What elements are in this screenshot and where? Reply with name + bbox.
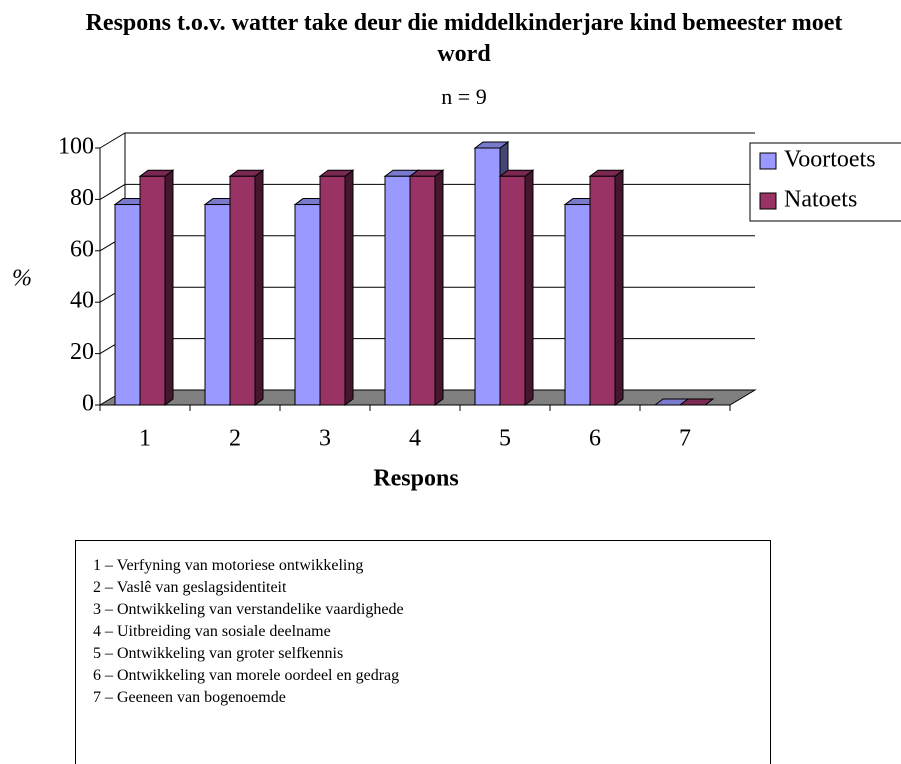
legend-label: Natoets [784, 187, 857, 213]
bar [229, 175, 256, 406]
x-tick-label: 3 [319, 426, 331, 452]
key-item: 6 – Ontwikkeling van morele oordeel en g… [93, 667, 400, 684]
bar [564, 204, 591, 406]
bar-side [164, 169, 174, 406]
y-tick-label: 0 [82, 391, 94, 417]
x-tick-label: 2 [229, 426, 241, 452]
y-tick-label: 20 [70, 339, 94, 365]
x-tick-label: 1 [139, 426, 151, 452]
bar [319, 175, 346, 406]
bar [499, 175, 526, 406]
subtitle: n = 9 [441, 84, 486, 109]
key-item: 2 – Vaslê van geslagsidentiteit [93, 579, 287, 596]
bar-side [434, 169, 444, 406]
bar [294, 204, 321, 406]
x-tick-label: 4 [409, 426, 421, 452]
legend-label: Voortoets [784, 147, 876, 173]
bar-top [678, 398, 715, 406]
key-box: 1 – Verfyning van motoriese ontwikkeling… [75, 540, 771, 764]
y-tick-label: 60 [70, 236, 94, 262]
key-item: 4 – Uitbreiding van sosiale deelname [93, 623, 331, 640]
bar [114, 204, 141, 406]
x-tick-label: 7 [679, 426, 691, 452]
x-tick-label: 6 [589, 426, 601, 452]
bar [204, 204, 231, 406]
y-tick-label: 40 [70, 288, 94, 314]
bar-side [254, 169, 264, 406]
key-item: 3 – Ontwikkeling van verstandelike vaard… [93, 601, 404, 618]
chart-title: Respons t.o.v. watter take deur die midd… [85, 10, 843, 67]
x-tick-label: 5 [499, 426, 511, 452]
y-tick-label: 100 [58, 134, 94, 160]
bar [139, 175, 166, 406]
bar-side [524, 169, 534, 406]
key-item: 7 – Geeneen van bogenoemde [93, 689, 286, 706]
bar-side [344, 169, 354, 406]
x-axis-label: Respons [373, 466, 458, 492]
key-item: 5 – Ontwikkeling van groter selfkennis [93, 645, 344, 662]
grid-line [99, 183, 755, 200]
legend-swatch [759, 152, 777, 170]
bar [589, 175, 616, 406]
y-tick-label: 80 [70, 185, 94, 211]
grid-line [99, 132, 755, 149]
legend-swatch [759, 192, 777, 210]
y-axis-label: % [12, 266, 32, 292]
bar [384, 175, 411, 406]
bar [409, 175, 436, 406]
bar-side [614, 169, 624, 406]
key-item: 1 – Verfyning van motoriese ontwikkeling [93, 557, 364, 574]
bar [474, 147, 501, 406]
